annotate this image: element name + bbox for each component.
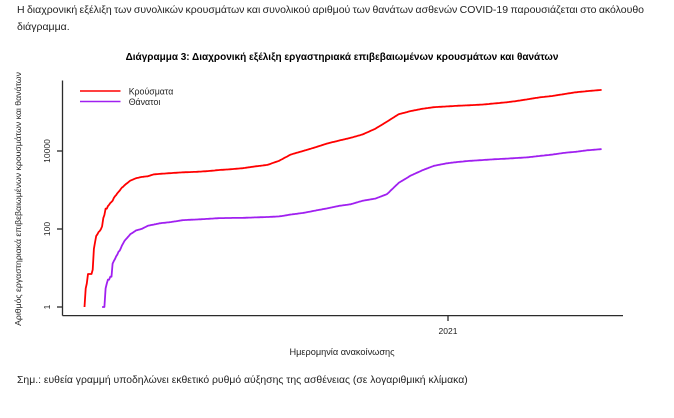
svg-text:Ημερομηνία ανακοίνωσης: Ημερομηνία ανακοίνωσης [289, 347, 395, 357]
svg-text:Θάνατοι: Θάνατοι [129, 97, 161, 107]
svg-text:Κρούσματα: Κρούσματα [129, 86, 174, 96]
svg-text:Αριθμός εργαστηριακά επιβεβαιω: Αριθμός εργαστηριακά επιβεβαιωμένων κρου… [13, 71, 23, 325]
svg-text:1: 1 [42, 304, 52, 309]
svg-text:100: 100 [42, 222, 52, 236]
svg-text:10000: 10000 [42, 139, 52, 163]
svg-text:2021: 2021 [439, 326, 458, 336]
